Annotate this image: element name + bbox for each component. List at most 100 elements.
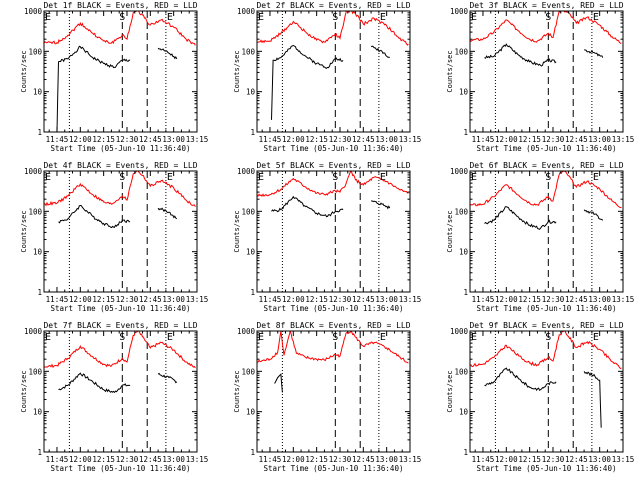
lld-series-line — [470, 331, 622, 369]
x-axis-label: Start Time (05-Jun-10 11:36:40) — [477, 304, 617, 313]
x-tick-label: 13:00 — [162, 135, 185, 144]
x-tick-label: 12:15 — [92, 455, 115, 464]
plot-area — [257, 331, 409, 452]
panel-title: Det 1f BLACK = Events, RED = LLD — [43, 1, 197, 10]
events-series-line — [271, 44, 344, 120]
x-tick-label: 12:45 — [565, 135, 588, 144]
x-tick-label: 13:00 — [162, 455, 185, 464]
x-tick-label: 11:45 — [259, 455, 282, 464]
x-tick-label: 12:15 — [92, 295, 115, 304]
start-marker-label: E — [471, 12, 477, 23]
x-tick-label: 11:45 — [259, 295, 282, 304]
x-tick-label: 12:00 — [282, 135, 305, 144]
x-tick-label: 12:15 — [518, 455, 541, 464]
y-tick-label: 1 — [463, 288, 468, 297]
y-tick-label: 100 — [454, 367, 468, 376]
x-tick-label: 12:30 — [542, 455, 565, 464]
x-tick-label: 12:30 — [116, 455, 139, 464]
middle-marker-label: S — [545, 172, 551, 183]
y-axis-label: Counts/sec — [20, 50, 28, 92]
events-series-line — [583, 371, 602, 428]
events-series-line — [157, 47, 178, 60]
x-tick-label: 12:00 — [282, 295, 305, 304]
x-tick-label: 12:45 — [565, 455, 588, 464]
panel-det-5: Det 5f BLACK = Events, RED = LLD 1 10 100 10… — [233, 161, 421, 313]
panel-det-9: Det 9f BLACK = Events, RED = LLD 1 10 100 10… — [446, 321, 634, 473]
plot-area — [257, 11, 409, 132]
lld-series-line — [257, 331, 409, 364]
events-series-line — [271, 195, 344, 218]
events-series-line — [484, 367, 557, 392]
y-tick-label: 1000 — [24, 167, 43, 176]
y-axis-label: Counts/sec — [20, 370, 28, 412]
events-series-line — [370, 45, 391, 59]
axes-frame — [256, 330, 411, 453]
x-tick-label: 13:15 — [399, 455, 422, 464]
panel-det-8: Det 8f BLACK = Events, RED = LLD 1 10 100 10… — [233, 321, 421, 473]
y-axis-label: Counts/sec — [446, 50, 454, 92]
x-axis-label: Start Time (05-Jun-10 11:36:40) — [51, 144, 191, 153]
x-axis-label: Start Time (05-Jun-10 11:36:40) — [477, 464, 617, 473]
y-tick-label: 1000 — [237, 327, 256, 336]
events-series-line — [274, 373, 283, 393]
y-tick-label: 1 — [463, 448, 468, 457]
x-axis-label: Start Time (05-Jun-10 11:36:40) — [264, 144, 404, 153]
events-series-line — [583, 49, 604, 58]
x-tick-label: 11:45 — [46, 135, 69, 144]
start-marker-label: E — [258, 172, 264, 183]
end-marker-label: E — [593, 12, 599, 23]
panel-title: Det 2f BLACK = Events, RED = LLD — [256, 1, 410, 10]
end-marker-label: E — [593, 172, 599, 183]
start-marker-label: E — [471, 332, 477, 343]
y-tick-label: 1 — [37, 128, 42, 137]
x-tick-label: 12:15 — [305, 295, 328, 304]
end-marker-label: E — [167, 12, 173, 23]
panel-title: Det 8f BLACK = Events, RED = LLD — [256, 321, 410, 330]
y-tick-label: 1000 — [450, 7, 469, 16]
x-tick-label: 12:30 — [329, 295, 352, 304]
x-tick-label: 11:45 — [259, 135, 282, 144]
panel-det-4: Det 4f BLACK = Events, RED = LLD 1 10 100 10… — [20, 161, 208, 313]
y-tick-label: 100 — [241, 207, 255, 216]
panel-title: Det 5f BLACK = Events, RED = LLD — [256, 161, 410, 170]
events-series-line — [484, 206, 557, 231]
middle-marker-label: S — [119, 12, 125, 23]
panel-title: Det 3f BLACK = Events, RED = LLD — [469, 1, 623, 10]
y-axis-label: Counts/sec — [233, 210, 241, 252]
events-series-line — [58, 372, 131, 394]
x-tick-label: 13:00 — [375, 295, 398, 304]
lld-series-line — [470, 11, 622, 44]
end-marker-label: E — [380, 12, 386, 23]
start-marker-label: E — [258, 12, 264, 23]
x-tick-label: 12:15 — [92, 135, 115, 144]
panel-det-1: Det 1f BLACK = Events, RED = LLD 1 10 100 10… — [20, 1, 208, 153]
x-tick-label: 12:00 — [282, 455, 305, 464]
y-tick-label: 1 — [463, 128, 468, 137]
x-axis-label: Start Time (05-Jun-10 11:36:40) — [264, 464, 404, 473]
x-tick-label: 13:15 — [612, 455, 635, 464]
end-marker-label: E — [380, 172, 386, 183]
y-tick-label: 100 — [28, 367, 42, 376]
start-marker-label: E — [471, 172, 477, 183]
plot-area — [44, 11, 196, 132]
axes-frame — [256, 10, 411, 133]
x-tick-label: 12:30 — [329, 135, 352, 144]
y-tick-label: 10 — [33, 88, 43, 97]
x-tick-label: 12:15 — [518, 295, 541, 304]
y-tick-label: 10 — [459, 88, 469, 97]
events-series-line — [58, 204, 131, 229]
x-tick-label: 12:30 — [542, 295, 565, 304]
events-series-line — [371, 200, 391, 210]
middle-marker-label: S — [119, 332, 125, 343]
x-tick-label: 13:15 — [186, 455, 209, 464]
x-tick-label: 13:15 — [186, 135, 209, 144]
start-marker-label: E — [45, 172, 51, 183]
x-tick-label: 11:45 — [472, 295, 495, 304]
x-tick-label: 12:45 — [352, 295, 375, 304]
x-tick-label: 11:45 — [472, 135, 495, 144]
x-tick-label: 12:30 — [116, 135, 139, 144]
y-tick-label: 10 — [459, 408, 469, 417]
lld-series-line — [257, 171, 409, 197]
x-tick-label: 13:00 — [162, 295, 185, 304]
